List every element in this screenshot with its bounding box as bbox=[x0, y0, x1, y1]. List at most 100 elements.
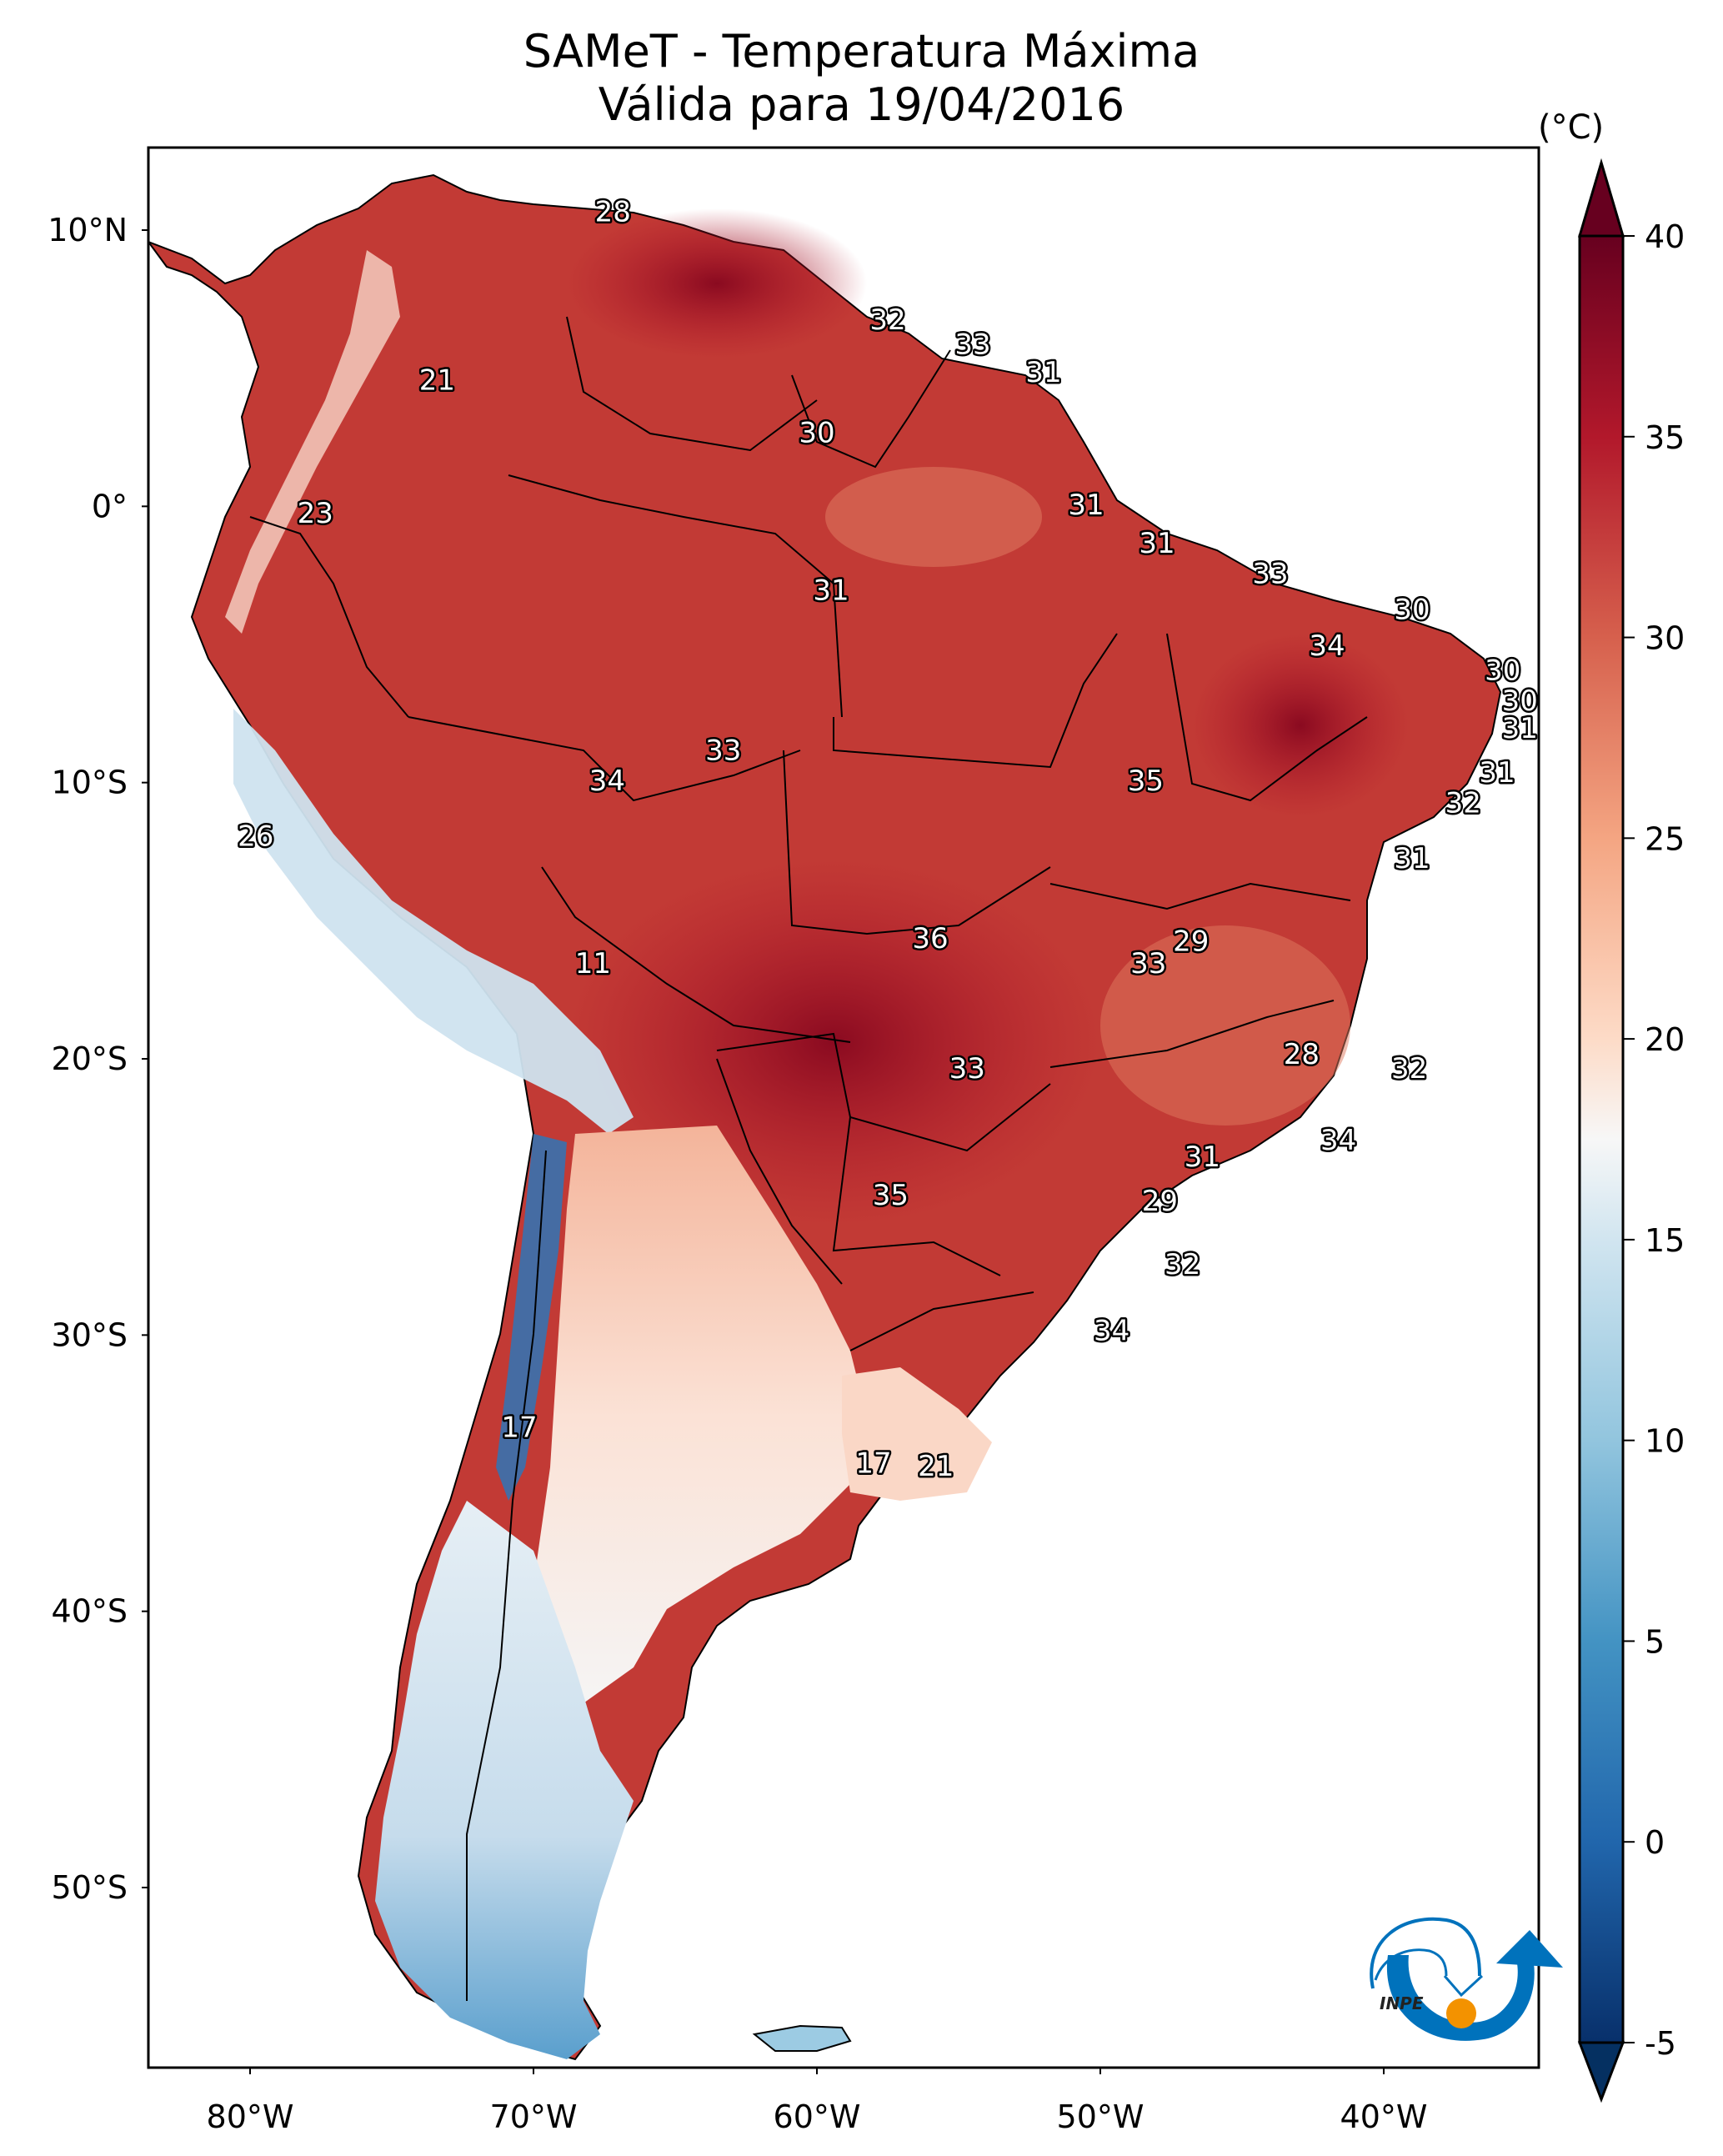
andes-cold-strip-chile bbox=[496, 1134, 567, 1501]
warm-area-minas bbox=[1100, 925, 1350, 1126]
y-tick-label: 30°S bbox=[52, 1316, 128, 1353]
border-line bbox=[249, 516, 409, 718]
contour-label: 32 bbox=[1391, 1052, 1427, 1086]
inpe-logo-loop-inner bbox=[1374, 1948, 1448, 1981]
colorbar: 40 35 30 25 20 15 10 5 0 -5 bbox=[1577, 158, 1685, 2103]
contour-label: 35 bbox=[1128, 765, 1164, 798]
y-tick-label: 50°S bbox=[52, 1869, 128, 1906]
contour-label: 32 bbox=[1165, 1248, 1200, 1281]
y-axis-ticks: 10°N 0° 10°S 20°S 30°S 40°S 50°S bbox=[48, 212, 148, 1906]
contour-label: 11 bbox=[575, 947, 611, 980]
y-tick-label: 0° bbox=[92, 488, 128, 524]
contour-label: 35 bbox=[873, 1179, 909, 1212]
falkland-islands bbox=[752, 2024, 852, 2052]
land-temperature-field bbox=[148, 173, 1502, 2061]
border-line bbox=[566, 316, 818, 452]
x-tick-label: 40°W bbox=[1340, 2098, 1428, 2135]
y-tick-label: 10°S bbox=[52, 765, 128, 801]
contour-label: 26 bbox=[238, 820, 273, 853]
border-line bbox=[1049, 882, 1351, 910]
contour-label: 33 bbox=[954, 328, 990, 362]
colorbar-tick-label: 35 bbox=[1645, 419, 1685, 456]
colorbar-unit-label: (°C) bbox=[1538, 108, 1605, 147]
border-line bbox=[508, 474, 843, 718]
contour-label: 31 bbox=[1394, 842, 1430, 875]
contour-label: 34 bbox=[1094, 1315, 1129, 1348]
colorbar-tick-label: 25 bbox=[1645, 820, 1685, 857]
contour-label: 29 bbox=[1142, 1185, 1178, 1218]
inpe-logo-swoosh bbox=[1386, 1955, 1535, 2041]
contour-label: 17 bbox=[855, 1447, 891, 1481]
border-line bbox=[849, 1291, 1034, 1351]
colorbar-tick-label: 10 bbox=[1645, 1423, 1685, 1460]
hot-core-northeast bbox=[1192, 634, 1409, 817]
contour-label: 30 bbox=[799, 417, 834, 450]
contour-label: 23 bbox=[298, 497, 333, 530]
y-tick-label: 20°S bbox=[52, 1040, 128, 1077]
border-line bbox=[783, 750, 1051, 935]
warm-area-amapa-para bbox=[825, 467, 1042, 567]
x-tick-label: 50°W bbox=[1057, 2098, 1144, 2135]
chart-title-block: SAMeT - Temperatura Máxima Válida para 1… bbox=[0, 25, 1723, 132]
contour-label: 31 bbox=[813, 574, 849, 608]
south-warm-plains bbox=[533, 1126, 867, 1709]
contour-label: 31 bbox=[1479, 756, 1515, 790]
contour-label: 33 bbox=[1130, 947, 1166, 980]
inpe-logo-arrow-head bbox=[1496, 1930, 1563, 1968]
colorbar-extend-min-arrow bbox=[1577, 2041, 1625, 2103]
colorbar-outline bbox=[1578, 234, 1625, 2044]
contour-label: 29 bbox=[1173, 925, 1209, 958]
border-line bbox=[716, 1058, 843, 1285]
contour-label: 21 bbox=[419, 364, 455, 398]
hot-core-north bbox=[567, 208, 867, 358]
contour-label: 33 bbox=[1252, 558, 1288, 591]
contour-label: 31 bbox=[1025, 356, 1061, 389]
contour-label: 30 bbox=[1485, 654, 1520, 688]
border-line bbox=[1166, 633, 1368, 802]
contour-label: 31 bbox=[1185, 1141, 1220, 1174]
chart-subtitle: Válida para 19/04/2016 bbox=[598, 78, 1125, 131]
contour-label: 33 bbox=[949, 1052, 985, 1086]
patagonia-cool bbox=[375, 1501, 634, 2059]
border-line bbox=[833, 633, 1118, 769]
colorbar-tick-label: 5 bbox=[1645, 1623, 1665, 1660]
andes-cool-strip-north bbox=[225, 250, 400, 634]
colorbar-tick-label: 30 bbox=[1645, 620, 1685, 657]
contour-label: 34 bbox=[1320, 1124, 1356, 1157]
inpe-logo: INPE bbox=[1370, 1917, 1563, 2041]
inpe-logo-loop bbox=[1370, 1917, 1481, 1989]
contour-label: 30 bbox=[1394, 594, 1430, 627]
x-tick-label: 80°W bbox=[207, 2098, 294, 2135]
colorbar-tick-label: 0 bbox=[1645, 1824, 1665, 1861]
contour-label: 33 bbox=[705, 735, 741, 768]
border-line bbox=[791, 349, 951, 469]
borders bbox=[249, 316, 1368, 2001]
colorbar-extend-max-arrow bbox=[1577, 158, 1625, 238]
contour-label: 32 bbox=[869, 303, 905, 337]
contour-label: 28 bbox=[1284, 1038, 1320, 1071]
colorbar-gradient bbox=[1580, 236, 1623, 2043]
inpe-logo-sun bbox=[1446, 1998, 1476, 2028]
map-axes-frame bbox=[147, 146, 1540, 2069]
uruguay-mild bbox=[842, 1367, 992, 1501]
contour-label: 31 bbox=[1068, 489, 1104, 522]
x-tick-label: 70°W bbox=[490, 2098, 578, 2135]
contour-label: 31 bbox=[1502, 712, 1538, 745]
contour-label: 21 bbox=[918, 1450, 954, 1483]
border-line bbox=[408, 716, 801, 802]
border-line bbox=[466, 1150, 547, 2001]
contour-label: 36 bbox=[912, 922, 948, 955]
contour-label: 28 bbox=[595, 196, 631, 229]
contour-label: 17 bbox=[501, 1411, 537, 1444]
y-tick-label: 10°N bbox=[48, 212, 128, 248]
contour-label: 31 bbox=[1139, 527, 1175, 560]
colorbar-tick-label: 15 bbox=[1645, 1222, 1685, 1259]
contour-label: 34 bbox=[1309, 629, 1345, 663]
contour-label: 30 bbox=[1502, 684, 1538, 718]
colorbar-tick-label: 20 bbox=[1645, 1021, 1685, 1058]
inpe-logo-arrow-down bbox=[1443, 1974, 1484, 1998]
inpe-logo-text: INPE bbox=[1380, 1993, 1424, 2013]
border-line bbox=[832, 1116, 1001, 1276]
contour-label: 34 bbox=[589, 765, 625, 798]
